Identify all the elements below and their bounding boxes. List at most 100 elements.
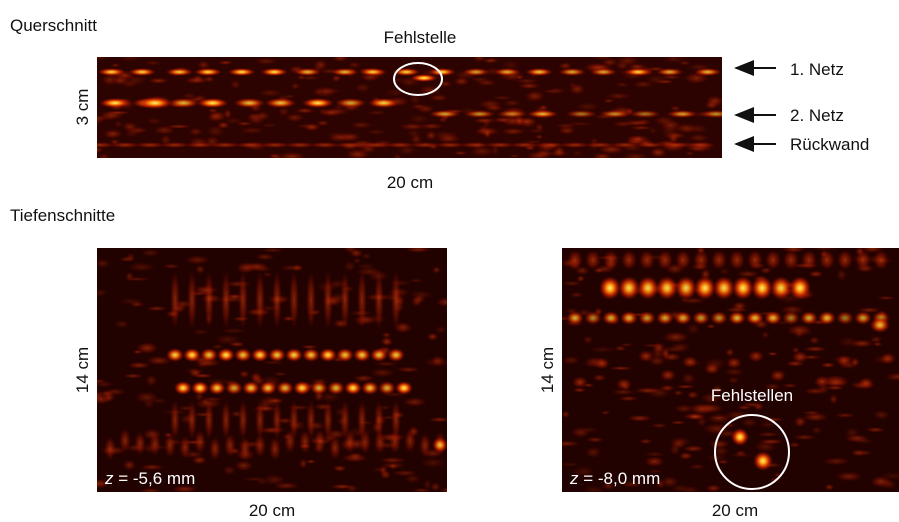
blob [411,488,431,492]
blob [195,265,205,274]
blob [269,437,281,461]
blob [710,311,728,325]
depth-value: = -5,6 mm [118,469,195,488]
blob [653,116,675,125]
blob [482,117,491,129]
blob [518,83,540,90]
blob [792,434,816,440]
blob [620,311,638,325]
blob [639,250,655,270]
blob [656,68,684,76]
blob [90,147,104,153]
blob [211,111,227,122]
depth-variable: z [569,469,579,488]
blob [259,381,277,395]
blob [254,266,274,272]
blob [217,348,235,362]
blob [353,257,361,264]
blob [527,110,559,118]
blob [673,390,683,395]
blob [561,281,582,286]
blob [327,381,345,395]
blob [657,250,673,270]
blob [273,372,287,376]
blob [319,109,343,117]
blob [565,110,597,118]
blob [405,246,431,252]
defect-label: Fehlstelle [384,28,457,47]
blob [525,68,553,76]
blob [662,353,681,362]
blob [191,381,209,395]
blob [272,400,282,440]
blob [331,68,359,76]
blob [374,361,399,366]
blob [403,397,427,406]
blob [134,432,146,456]
blob [728,377,739,384]
blob [103,129,123,139]
blob [656,311,674,325]
blob [870,336,883,343]
blob [359,68,387,76]
blob [369,368,395,377]
blob [255,270,265,330]
blob [306,459,316,463]
blob [234,348,252,362]
blob [670,421,686,425]
depth-label: z = -8,0 mm [569,469,660,488]
blob [516,75,524,79]
blob [258,89,282,97]
blob [728,311,746,325]
blob [123,277,150,281]
blob [300,75,321,80]
blob [764,311,782,325]
blob [539,89,564,93]
blob [374,270,384,330]
blob [242,381,260,395]
blob [866,427,886,433]
blob [639,439,652,445]
blob [238,270,248,330]
blob [751,276,773,300]
blob [794,416,807,427]
blob [224,433,236,457]
blob [235,460,253,471]
blob [732,276,754,300]
blob [535,134,543,139]
blob [638,350,654,362]
blob [876,296,895,300]
width-label: 20 cm [712,501,758,520]
blob [221,270,231,330]
blob [346,485,358,493]
blob [260,123,277,127]
blob [262,272,273,277]
blob [349,121,372,128]
blob [585,447,602,458]
blob [263,474,285,485]
blob [429,110,461,118]
blob [382,340,394,345]
blob [349,249,364,258]
blob [619,343,633,347]
blob [254,58,278,65]
blob [603,99,615,104]
blob [765,250,781,270]
blob [634,387,661,393]
blob [149,432,161,456]
blob [605,93,631,100]
blob [194,68,222,76]
blob [650,423,668,428]
blob [420,457,446,468]
blob [599,276,621,300]
blob [585,250,601,270]
blob [332,55,348,62]
blob [802,412,828,421]
blob [580,427,599,432]
blob [354,83,371,93]
blob [425,130,437,140]
blob [291,83,300,90]
layer-label: 1. Netz [790,60,844,79]
blob [804,388,827,395]
blob [554,441,580,447]
